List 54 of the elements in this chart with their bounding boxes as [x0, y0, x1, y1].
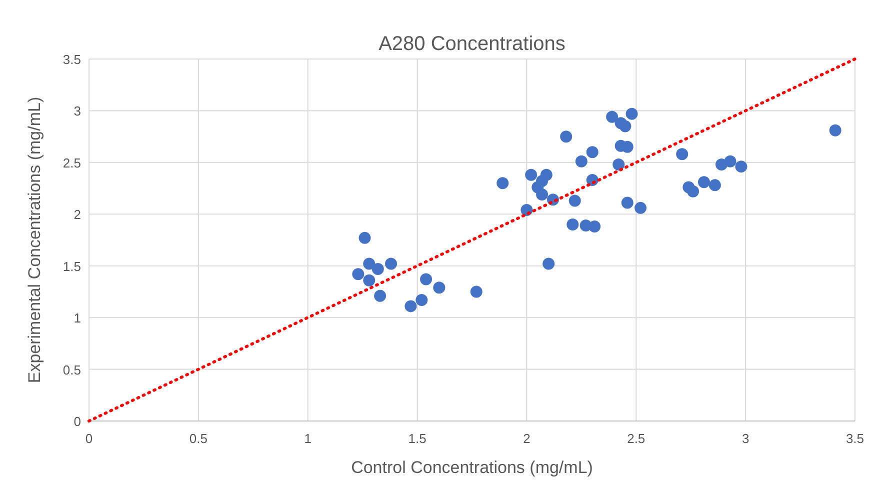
point [560, 130, 572, 143]
x-tick-label: 1 [304, 431, 312, 446]
x-tick-label: 2.5 [627, 431, 646, 446]
point [676, 148, 688, 160]
point [634, 202, 647, 214]
point [588, 220, 601, 233]
point [708, 179, 721, 192]
x-tick-label: 3 [742, 431, 750, 446]
point [586, 146, 598, 158]
point [433, 282, 446, 294]
point [385, 258, 398, 270]
point [566, 218, 579, 230]
point [575, 155, 588, 168]
y-tick-label: 2.5 [62, 155, 81, 170]
point [606, 110, 618, 123]
point [626, 108, 638, 120]
y-tick-label: 1 [74, 310, 81, 326]
point [698, 176, 710, 188]
chart-title: A280 Concentrations [378, 33, 566, 55]
point [724, 155, 736, 168]
x-axis-title: Control Concentrations (mg/mL) [351, 458, 593, 477]
x-tick-label: 3.5 [846, 431, 864, 446]
y-tick-label: 0 [74, 414, 81, 429]
x-tick-label: 0 [85, 431, 93, 446]
point [372, 262, 384, 275]
point [735, 160, 748, 173]
y-tick-label: 3.5 [62, 52, 81, 67]
x-tick-label: 2 [523, 431, 530, 446]
y-tick-label: 3 [74, 104, 81, 119]
y-tick-label: 1.5 [62, 258, 81, 274]
x-tick-label: 0.5 [189, 431, 208, 446]
y-axis-title: Experimental Concentrations (mg/mL) [25, 96, 44, 384]
y-tick-label: 2 [74, 207, 81, 222]
point [374, 290, 386, 302]
point [619, 120, 632, 132]
point [612, 158, 625, 170]
y-tick-label: 0.5 [62, 362, 81, 378]
point [621, 196, 634, 209]
point [363, 258, 376, 270]
point [358, 232, 371, 244]
point [420, 273, 432, 286]
point [525, 168, 538, 181]
point [363, 274, 376, 286]
point [542, 258, 555, 270]
point [404, 300, 417, 312]
point [687, 185, 700, 198]
x-tick-label: 1.5 [408, 431, 426, 446]
point [536, 188, 548, 200]
point [496, 177, 509, 190]
point [568, 194, 581, 207]
point [470, 286, 482, 298]
point [416, 294, 428, 306]
point [352, 268, 364, 280]
point [829, 124, 842, 136]
